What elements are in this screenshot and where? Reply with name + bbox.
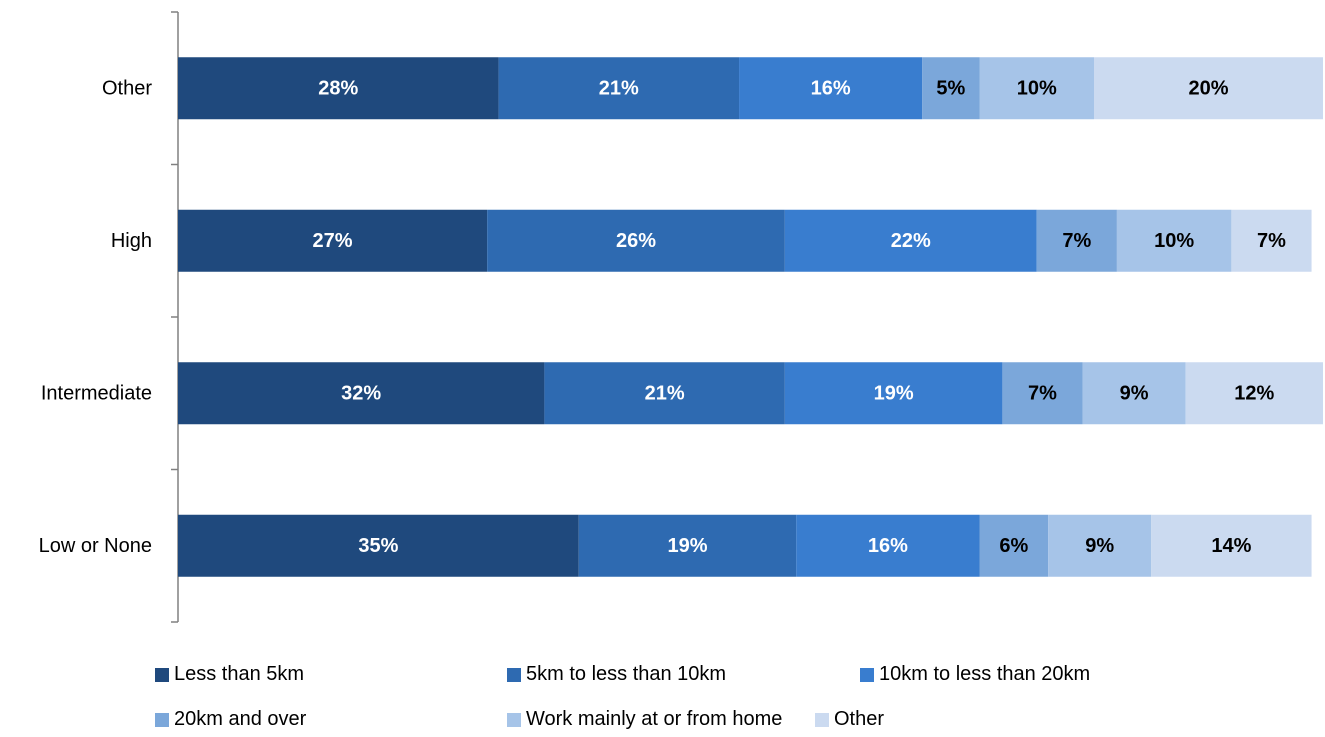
bar-segment [1094,57,1323,120]
bar-segment [1048,514,1152,577]
bar-segment [739,57,923,120]
data-label: 16% [811,77,851,99]
data-label: 16% [868,535,908,557]
data-label: 9% [1120,382,1149,404]
data-label: 19% [874,382,914,404]
bar-segment [498,57,740,120]
data-label: 21% [599,77,639,99]
bar-segment [784,209,1037,272]
bar-segment [1082,362,1186,425]
data-label: 35% [358,535,398,557]
bar-segment [544,362,785,425]
data-label: 7% [1028,382,1057,404]
bar-segment [796,514,980,577]
y-tick-label: Intermediate [41,382,152,404]
data-label: 22% [891,230,931,252]
bar-segment [1002,362,1083,425]
data-label: 28% [318,77,358,99]
bar-segment [784,362,1003,425]
bar-segment [1036,209,1117,272]
bar-segment [1231,209,1312,272]
data-label: 26% [616,230,656,252]
bar-segment [178,514,579,577]
bar-segment [178,209,488,272]
data-label: 14% [1211,535,1251,557]
data-label: 27% [313,230,353,252]
bar-segment [1185,362,1323,425]
bar-segment [1151,514,1312,577]
bar-segment [1116,209,1232,272]
data-label: 20% [1188,77,1228,99]
bar-segment [979,57,1094,120]
bar-segment [178,362,545,425]
bar-segment [922,57,980,120]
y-tick-label: High [111,230,152,252]
data-label: 32% [341,382,381,404]
data-label: 12% [1234,382,1274,404]
bar-segment [979,514,1049,577]
data-label: 9% [1085,535,1114,557]
data-label: 19% [668,535,708,557]
y-tick-label: Low or None [39,535,152,557]
data-label: 10% [1017,77,1057,99]
data-label: 21% [645,382,685,404]
bar-segment [178,57,499,120]
bar-segment [578,514,797,577]
y-tick-label: Other [102,77,152,99]
data-label: 7% [1062,230,1091,252]
data-label: 5% [936,77,965,99]
data-label: 6% [999,535,1028,557]
data-label: 10% [1154,230,1194,252]
data-label: 7% [1257,230,1286,252]
bar-segment [487,209,785,272]
